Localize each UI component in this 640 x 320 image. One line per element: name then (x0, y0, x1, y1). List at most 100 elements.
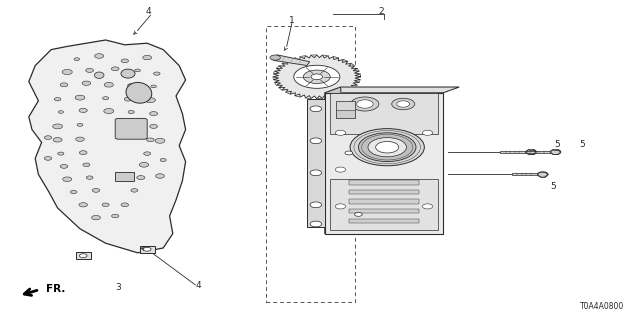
Circle shape (392, 98, 415, 110)
Ellipse shape (126, 83, 152, 103)
Circle shape (131, 189, 138, 192)
Polygon shape (324, 87, 340, 234)
Circle shape (83, 163, 90, 166)
Circle shape (310, 170, 321, 176)
Circle shape (368, 138, 406, 157)
Circle shape (63, 177, 72, 181)
Bar (349, 190, 419, 194)
Circle shape (143, 247, 151, 251)
Text: 4: 4 (146, 7, 151, 16)
Circle shape (54, 98, 61, 101)
Circle shape (311, 74, 323, 80)
Circle shape (160, 158, 166, 162)
Circle shape (143, 55, 152, 60)
Text: 6: 6 (426, 159, 431, 168)
Bar (349, 199, 419, 204)
Circle shape (422, 204, 433, 209)
Circle shape (144, 152, 150, 155)
Circle shape (92, 215, 100, 220)
Circle shape (140, 163, 148, 167)
Circle shape (137, 176, 145, 180)
Polygon shape (324, 87, 340, 234)
Circle shape (92, 188, 100, 192)
Bar (500, 151, 526, 153)
Ellipse shape (121, 69, 135, 78)
Circle shape (44, 156, 52, 160)
Circle shape (104, 83, 113, 87)
Bar (349, 219, 419, 223)
Circle shape (70, 190, 77, 194)
Circle shape (102, 97, 109, 100)
Circle shape (128, 110, 134, 114)
Circle shape (76, 137, 84, 141)
Circle shape (358, 133, 416, 162)
Text: 5: 5 (580, 140, 585, 149)
Bar (512, 173, 538, 175)
Circle shape (79, 203, 88, 207)
Circle shape (376, 141, 399, 153)
Circle shape (150, 112, 157, 116)
Circle shape (526, 149, 536, 155)
Circle shape (95, 54, 104, 58)
Ellipse shape (95, 72, 104, 78)
Circle shape (335, 167, 346, 172)
Polygon shape (273, 55, 310, 66)
Bar (307, 99, 324, 227)
Circle shape (62, 69, 72, 75)
Circle shape (79, 151, 87, 155)
Circle shape (397, 101, 410, 107)
Bar (330, 179, 438, 230)
Circle shape (355, 212, 362, 216)
Circle shape (111, 214, 119, 218)
Circle shape (155, 138, 165, 143)
Text: T0A4A0800: T0A4A0800 (580, 302, 624, 311)
Circle shape (135, 69, 140, 72)
Circle shape (310, 221, 321, 227)
Text: 4: 4 (196, 281, 201, 290)
Circle shape (121, 203, 129, 207)
Circle shape (124, 97, 132, 101)
Circle shape (79, 254, 87, 258)
FancyBboxPatch shape (115, 118, 147, 139)
Circle shape (60, 164, 68, 168)
Circle shape (60, 83, 68, 87)
Circle shape (310, 138, 321, 144)
Circle shape (121, 59, 129, 63)
Circle shape (77, 123, 83, 126)
Circle shape (310, 106, 321, 112)
Circle shape (102, 203, 109, 206)
Bar (336, 101, 355, 118)
Circle shape (75, 95, 85, 100)
Circle shape (86, 68, 93, 72)
Circle shape (270, 55, 280, 60)
Circle shape (58, 111, 63, 113)
Bar (115, 172, 134, 181)
Circle shape (538, 172, 548, 177)
Polygon shape (29, 40, 186, 253)
Circle shape (86, 176, 93, 179)
Circle shape (150, 124, 157, 128)
Circle shape (104, 108, 114, 114)
Bar (330, 93, 438, 134)
Circle shape (335, 204, 346, 209)
Circle shape (82, 81, 91, 85)
Circle shape (79, 108, 87, 112)
Text: 1: 1 (289, 16, 294, 25)
Circle shape (345, 151, 353, 155)
Circle shape (156, 174, 164, 178)
Bar (140, 246, 155, 253)
Bar (525, 151, 550, 153)
Circle shape (350, 129, 424, 166)
Circle shape (44, 136, 52, 140)
Text: FR.: FR. (46, 284, 65, 294)
Circle shape (422, 130, 433, 135)
Text: 3: 3 (116, 284, 121, 292)
Circle shape (52, 124, 63, 129)
Circle shape (303, 70, 330, 84)
Circle shape (151, 85, 156, 88)
Circle shape (154, 72, 160, 75)
Circle shape (53, 138, 62, 142)
Circle shape (294, 65, 340, 88)
Text: 5: 5 (554, 140, 559, 149)
Circle shape (111, 67, 119, 71)
